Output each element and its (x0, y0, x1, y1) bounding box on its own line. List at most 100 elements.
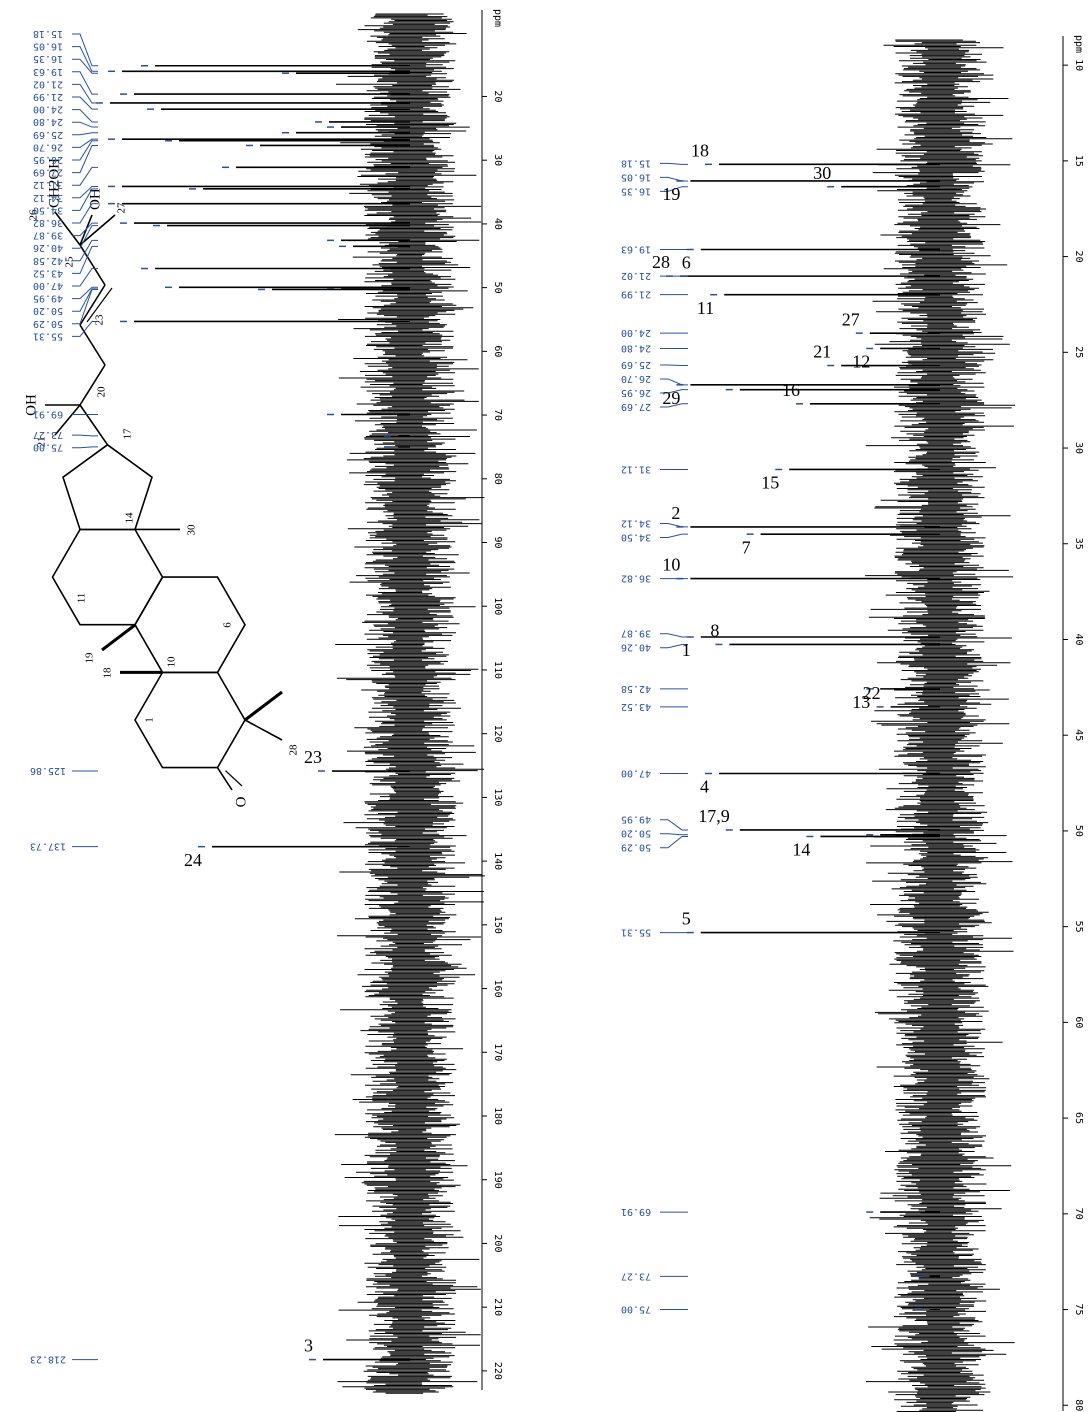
atom-label: 26 (28, 209, 40, 221)
peak-label: 16.35 (621, 185, 651, 196)
assignment: 17,9 (698, 806, 730, 826)
atom-label: 25 (64, 256, 76, 268)
peak-label: 25.69 (33, 129, 63, 140)
atom-label: 18 (102, 667, 114, 679)
bond (79, 244, 106, 286)
assignment: 1 (682, 640, 691, 660)
peak-label: 34.12 (33, 192, 63, 203)
peak-label: 26.95 (621, 387, 651, 398)
peak-label: 26.95 (33, 154, 63, 165)
tick-label: 80 (492, 473, 503, 485)
assignment: 8 (710, 621, 719, 641)
assignment: 14 (792, 840, 810, 860)
label-connector (72, 203, 98, 224)
peak-label: 36.82 (33, 217, 63, 228)
label-connector (660, 819, 688, 831)
atom-label: 1 (144, 717, 156, 723)
bond (244, 690, 283, 722)
bond (79, 214, 116, 246)
peak-label: 39.87 (621, 628, 651, 639)
peak-label: 43.52 (33, 267, 63, 278)
assignment: 19 (662, 184, 680, 204)
bond (79, 284, 106, 326)
bond (216, 767, 233, 791)
noise (334, 13, 485, 1394)
label-connector (72, 446, 98, 449)
bond (79, 364, 106, 406)
label-connector (72, 166, 98, 186)
atom-label: 27 (116, 202, 128, 214)
label-connector (72, 83, 98, 104)
tick-label: 10 (1073, 59, 1084, 71)
assignment: 13 (852, 692, 870, 712)
label-connector (72, 286, 98, 300)
peak-label: 50.29 (621, 842, 651, 853)
peak-label: 49.95 (33, 293, 63, 304)
tick-label: 25 (1073, 346, 1084, 358)
peak-label: 16.05 (33, 41, 63, 52)
peak-label: 40.26 (33, 242, 63, 253)
peak-label: 15.18 (621, 157, 651, 168)
bond (225, 770, 243, 787)
peak-label: 49.95 (621, 814, 651, 825)
tick-label: 70 (492, 409, 503, 421)
label-connector (72, 222, 98, 237)
peak-label: 27.69 (33, 167, 63, 178)
assignment: 22 (863, 683, 881, 703)
label-connector (72, 288, 98, 325)
atom-label: OH (23, 394, 39, 416)
label-connector (72, 434, 98, 437)
peak-label: 27.69 (621, 401, 651, 412)
tick-label: 20 (492, 90, 503, 102)
atom-label: 23 (94, 314, 106, 326)
atom-label: 11 (76, 593, 88, 604)
label-connector (72, 188, 98, 211)
peak-label: 34.12 (621, 518, 651, 529)
peak-label: 42.58 (621, 683, 651, 694)
peak-label: 21.02 (33, 78, 63, 89)
peak-label: 55.31 (621, 927, 651, 938)
peak-label: 36.82 (621, 573, 651, 584)
assignment: 4 (700, 777, 709, 797)
label-connector (660, 403, 688, 408)
assignment: 7 (742, 537, 751, 557)
tick-label: 190 (492, 1171, 503, 1189)
assignment: 11 (697, 298, 714, 318)
peak-label: 19.63 (33, 66, 63, 77)
label-connector (72, 288, 98, 312)
peak-label: 40.26 (621, 642, 651, 653)
label-connector (660, 378, 688, 386)
assignment: 6 (682, 253, 691, 273)
bond (86, 287, 113, 323)
tick-label: 40 (492, 218, 503, 230)
peak-label: 43.52 (621, 701, 651, 712)
assignment: 12 (852, 352, 870, 372)
atom-label: 20 (96, 386, 108, 398)
label-connector (660, 643, 688, 649)
peak-label: 24.00 (621, 327, 651, 338)
label-connector (72, 58, 98, 74)
peak-label: 73.27 (621, 1270, 651, 1281)
assignment: 15 (761, 473, 779, 493)
tick-label: 80 (1073, 1399, 1084, 1411)
atom-label: 19 (84, 652, 96, 664)
assignment: 27 (842, 309, 860, 329)
assignment: 24 (184, 850, 202, 870)
peak-label: 24.80 (621, 342, 651, 353)
peak-label: 16.05 (621, 171, 651, 182)
tick-label: 55 (1073, 921, 1084, 933)
label-connector (72, 132, 98, 136)
label-connector (660, 364, 688, 367)
peak-label: 31.12 (33, 179, 63, 190)
label-connector (72, 96, 98, 110)
tick-label: 110 (492, 661, 503, 679)
peak-label: 21.02 (621, 270, 651, 281)
peak-label: 69.91 (621, 1206, 651, 1217)
label-connector (660, 835, 688, 849)
label-connector (72, 245, 98, 274)
peak-label: 34.50 (33, 204, 63, 215)
tick-label: 160 (492, 980, 503, 998)
ring (51, 528, 164, 626)
tick-label: 35 (1073, 538, 1084, 550)
peak-label: 39.87 (33, 230, 63, 241)
